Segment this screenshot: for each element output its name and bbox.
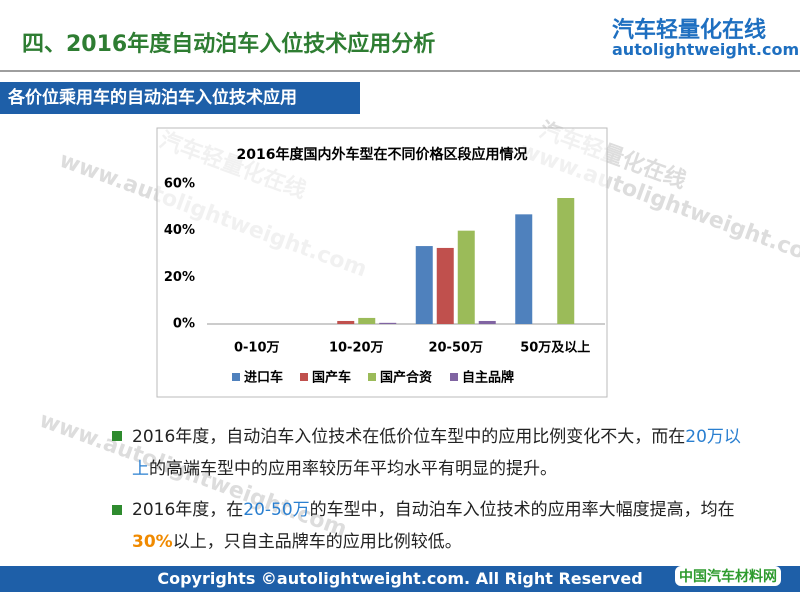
y-tick-label: 0% [173,317,195,332]
bullet: 2016年度，在20-50万的车型中，自动泊车入位技术的应用率大幅度提高，均在 3… [132,494,752,558]
text: 的高端车型中的应用率较历年平均水平有明显的提升。 [149,459,557,479]
section-title: 各价位乘用车的自动泊车入位技术应用 [0,82,360,114]
x-tick-label: 0-10万 [234,341,280,356]
bullet-icon [112,431,122,441]
chart-frame [156,127,608,398]
divider [0,70,800,72]
x-tick-label: 50万及以上 [520,341,590,356]
legend-swatch [450,373,458,381]
footer-badge: 中国汽车材料网 [675,566,781,586]
text: 2016年度，在 [132,500,244,520]
legend-label: 国产车 [312,370,351,386]
x-tick-label: 20-50万 [428,341,483,356]
highlight: 20-50万 [243,500,310,520]
y-tick-label: 40% [164,223,195,238]
bar [415,246,433,324]
bar [379,322,397,324]
x-tick-label: 10-20万 [329,341,384,356]
legend-swatch [368,373,376,381]
legend-label: 国产合资 [380,370,432,386]
text: 以上，只自主品牌车的应用比例较低。 [172,532,462,552]
bar [515,214,533,324]
text: 2016年度，自动泊车入位技术在低价位车型中的应用比例变化不大，而在 [132,427,686,447]
chart-title: 2016年度国内外车型在不同价格区段应用情况 [237,146,528,163]
bar [478,320,496,324]
legend-label: 自主品牌 [462,370,514,386]
logo-text: 汽车轻量化在线 [612,18,767,43]
bar [436,247,454,324]
text: 的车型中，自动泊车入位技术的应用率大幅度提高，均在 [309,500,735,520]
logo-url: autolightweight.com [612,40,800,59]
bar [457,230,475,324]
y-tick-label: 60% [164,177,195,192]
bar [557,198,575,324]
bullet: 2016年度，自动泊车入位技术在低价位车型中的应用比例变化不大，而在20万以上的… [132,421,752,485]
legend-label: 进口车 [244,370,283,386]
bar [358,317,376,324]
highlight: 30% [132,532,173,552]
bullet-icon [112,505,122,515]
footer: Copyrights ©autolightweight.com. All Rig… [0,566,800,592]
legend-swatch [232,373,240,381]
slide-title: 四、2016年度自动泊车入位技术应用分析 [22,32,436,57]
legend-swatch [300,373,308,381]
y-tick-label: 20% [164,270,195,285]
highlight: 20万以上 [132,427,741,479]
bar [337,320,355,324]
